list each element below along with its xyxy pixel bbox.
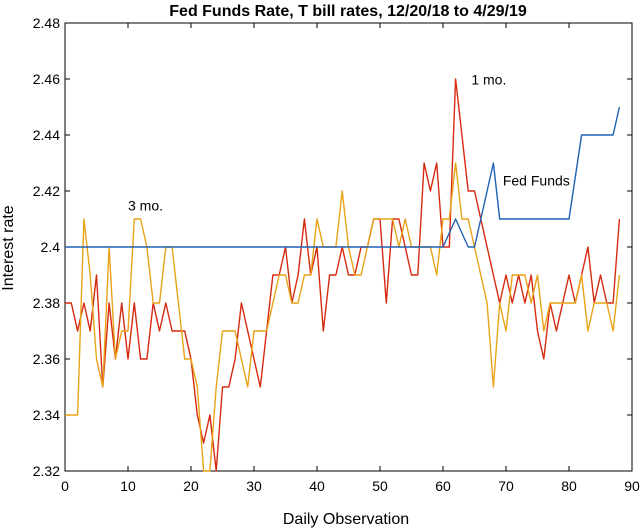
y-tick-label: 2.32 bbox=[33, 463, 60, 479]
annotation-label: 3 mo. bbox=[128, 198, 163, 214]
x-tick-label: 50 bbox=[372, 478, 388, 494]
x-tick-label: 60 bbox=[435, 478, 451, 494]
x-tick-label: 90 bbox=[624, 478, 640, 494]
series-line-fed-funds bbox=[65, 106, 621, 248]
y-axis-label: Interest rate bbox=[0, 205, 17, 290]
x-axis-label: Daily Observation bbox=[283, 511, 409, 528]
x-axis: 0 10 20 30 40 50 60 70 80 90 bbox=[61, 23, 640, 494]
annotation-label: 1 mo. bbox=[471, 72, 506, 88]
x-tick-label: 70 bbox=[498, 478, 514, 494]
x-tick-label: 30 bbox=[246, 478, 262, 494]
y-tick-label: 2.38 bbox=[33, 295, 60, 311]
x-tick-label: 20 bbox=[183, 478, 199, 494]
y-tick-label: 2.48 bbox=[33, 15, 60, 31]
annotations: 3 mo. 1 mo. Fed Funds bbox=[128, 72, 570, 214]
x-tick-label: 0 bbox=[61, 478, 69, 494]
y-axis: 2.32 2.34 2.36 2.38 2.4 2.42 2.44 2.46 2.48 bbox=[33, 15, 632, 479]
x-tick-label: 10 bbox=[120, 478, 136, 494]
x-tick-label: 80 bbox=[561, 478, 577, 494]
chart-title: Fed Funds Rate, T bill rates, 12/20/18 t… bbox=[169, 3, 527, 20]
y-tick-label: 2.34 bbox=[33, 407, 60, 423]
y-tick-label: 2.4 bbox=[41, 239, 61, 255]
y-tick-label: 2.42 bbox=[33, 183, 60, 199]
x-tick-label: 40 bbox=[309, 478, 325, 494]
series-layer bbox=[65, 78, 621, 472]
y-tick-label: 2.36 bbox=[33, 351, 60, 367]
series-line-3-mo bbox=[65, 162, 621, 472]
y-tick-label: 2.44 bbox=[33, 127, 60, 143]
y-tick-label: 2.46 bbox=[33, 71, 60, 87]
annotation-label: Fed Funds bbox=[503, 172, 570, 188]
